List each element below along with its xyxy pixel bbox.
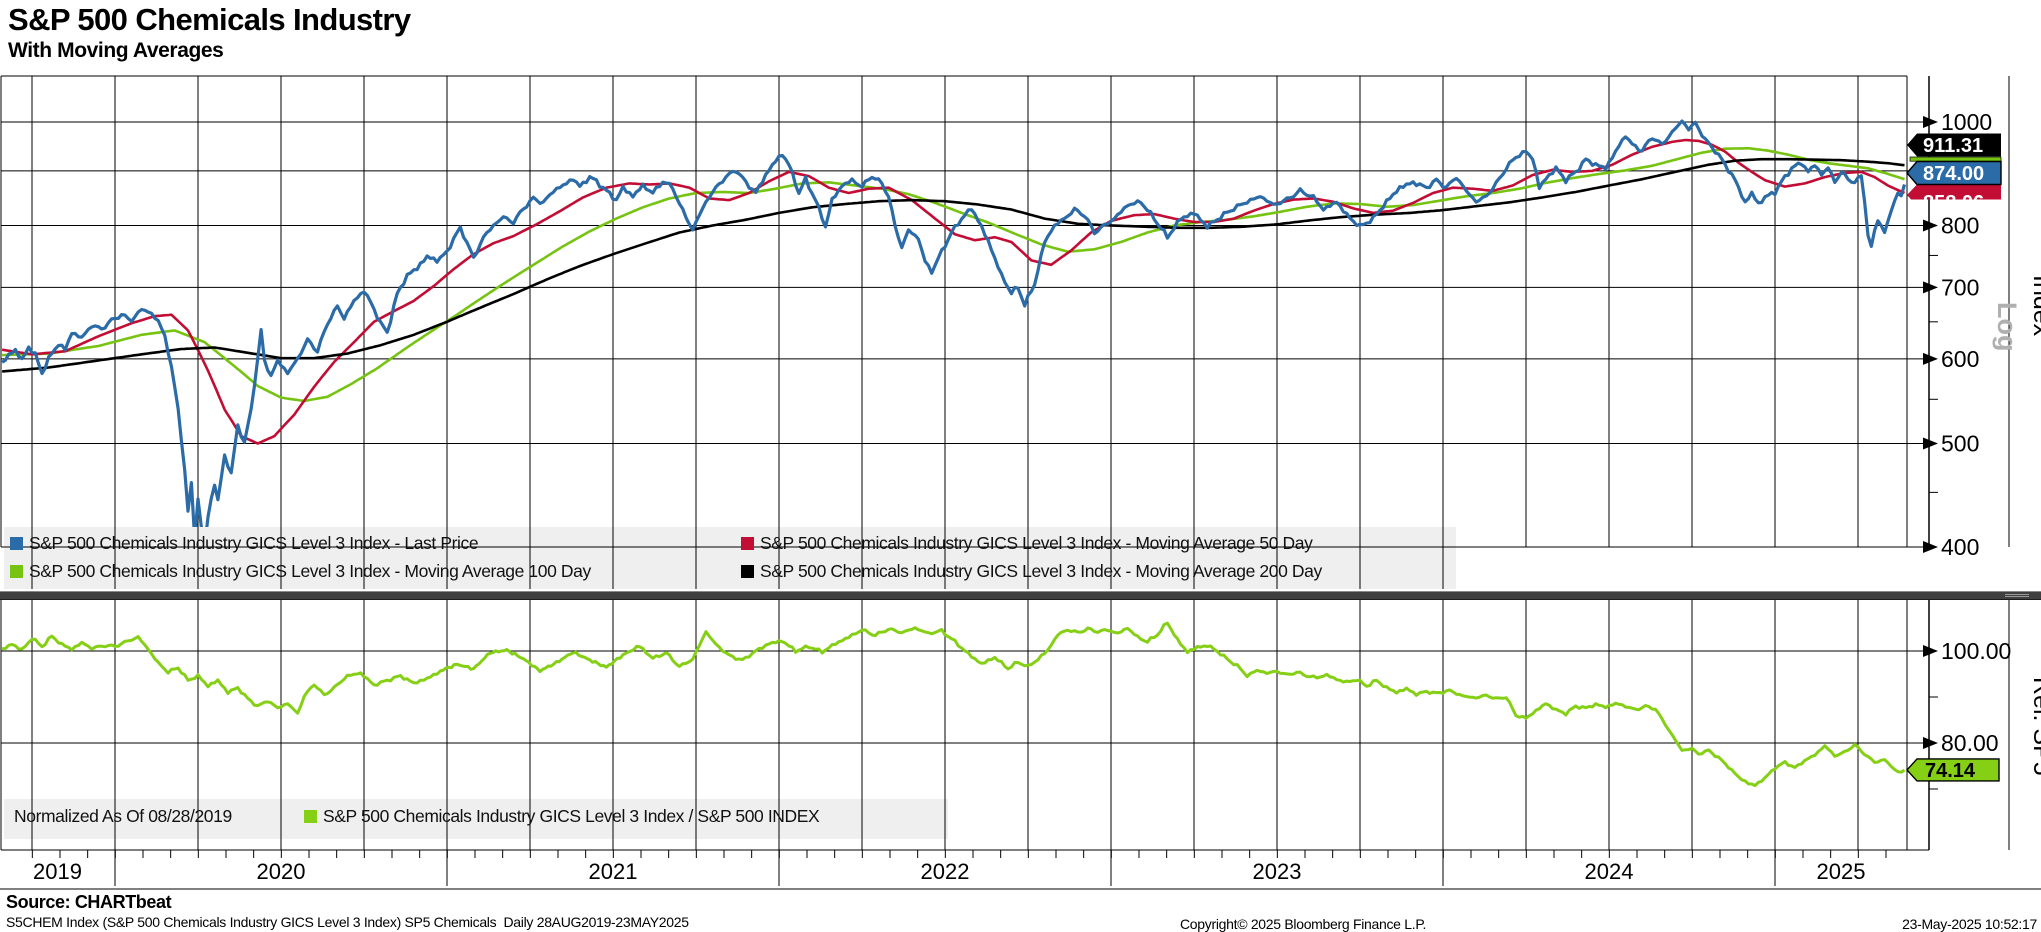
legend-label-ma100: S&P 500 Chemicals Industry GICS Level 3 …: [29, 561, 591, 581]
ma200-flag: [1907, 133, 2001, 157]
panel-splitter[interactable]: [0, 591, 2041, 600]
right-axis: 1000 800 700 600 500 400 100.00 80.00: [1923, 109, 2011, 790]
ma50-flag: 858.06: [1907, 184, 2001, 214]
last-price-flag: [1906, 160, 2002, 186]
legend-item-ratio[interactable]: S&P 500 Chemicals Industry GICS Level 3 …: [304, 806, 820, 827]
svg-text:80.00: 80.00: [1941, 730, 1999, 756]
svg-text:100.00: 100.00: [1941, 638, 2011, 664]
year-label: 2023: [1253, 859, 1302, 884]
top-axis-title: Index: [2028, 275, 2041, 337]
legend-item-last-price[interactable]: S&P 500 Chemicals Industry GICS Level 3 …: [10, 533, 479, 554]
chart-header: S&P 500 Chemicals Industry With Moving A…: [8, 2, 411, 63]
splitter-grip-icon: [2005, 594, 2029, 597]
ma50-swatch-icon: [741, 537, 754, 550]
svg-text:1000: 1000: [1941, 109, 1992, 135]
legend-item-ma200[interactable]: S&P 500 Chemicals Industry GICS Level 3 …: [741, 561, 1322, 582]
ma200-swatch-icon: [741, 565, 754, 578]
year-label: 2022: [921, 859, 970, 884]
year-label: 2025: [1817, 859, 1866, 884]
ratio-flag-value: 74.14: [1925, 760, 1976, 782]
ratio-swatch-icon: [304, 810, 317, 823]
year-label: 2024: [1585, 859, 1634, 884]
legend-label-ratio: S&P 500 Chemicals Industry GICS Level 3 …: [323, 806, 820, 826]
svg-text:600: 600: [1941, 346, 1979, 372]
page-subtitle: With Moving Averages: [8, 39, 224, 62]
year-label: 2019: [33, 859, 82, 884]
legend-label-ma200: S&P 500 Chemicals Industry GICS Level 3 …: [760, 561, 1322, 581]
source-label: Source: CHARTbeat: [6, 892, 172, 912]
svg-text:500: 500: [1941, 431, 1979, 457]
svg-text:800: 800: [1941, 212, 1979, 238]
bottom-axis-title: Rel. SP5: [2028, 677, 2041, 776]
copyright-label: Copyright© 2025 Bloomberg Finance L.P.: [1180, 916, 1427, 932]
last-price-swatch-icon: [10, 537, 23, 550]
ma200-flag-value: 911.31: [1923, 135, 1983, 157]
legend-label-last-price: S&P 500 Chemicals Industry GICS Level 3 …: [29, 533, 479, 553]
ratio-flag: [1906, 758, 2000, 782]
legend-item-ma100[interactable]: S&P 500 Chemicals Industry GICS Level 3 …: [10, 561, 591, 582]
ratio-series: [1, 621, 1906, 788]
ma200-line: [1, 157, 1905, 373]
ma100-line: [2, 146, 1905, 403]
ratio-line: [1, 621, 1906, 788]
legend-label-ma50: S&P 500 Chemicals Industry GICS Level 3 …: [760, 533, 1313, 553]
gridlines: [0, 75, 2010, 850]
svg-text:858.06: 858.06: [1923, 192, 1984, 214]
ma100-flag-sliver: [1909, 156, 2002, 162]
svg-text:400: 400: [1941, 534, 1979, 560]
normalized-note: Normalized As Of 08/28/2019: [14, 806, 232, 826]
ma100-swatch-icon: [10, 565, 23, 578]
price-series: [1, 119, 1906, 547]
security-description: S5CHEM Index (S&P 500 Chemicals Industry…: [6, 914, 689, 930]
last-price-flag-value: 874.00: [1923, 163, 1984, 185]
year-label: 2021: [589, 859, 638, 884]
page-title: S&P 500 Chemicals Industry: [8, 2, 411, 37]
log-scale-label: Log: [1992, 302, 2022, 351]
svg-text:700: 700: [1941, 274, 1979, 300]
legend-item-ma50[interactable]: S&P 500 Chemicals Industry GICS Level 3 …: [741, 533, 1313, 554]
bottom-legend-box: [4, 799, 948, 839]
x-axis: 2019 2020 2021 2022 2023 2024 2025: [0, 843, 2041, 890]
last-price-line: [1, 119, 1906, 547]
timestamp-label: 23-May-2025 10:52:17: [1902, 916, 2037, 932]
top-legend-box: [4, 527, 1456, 589]
year-label: 2020: [257, 859, 306, 884]
